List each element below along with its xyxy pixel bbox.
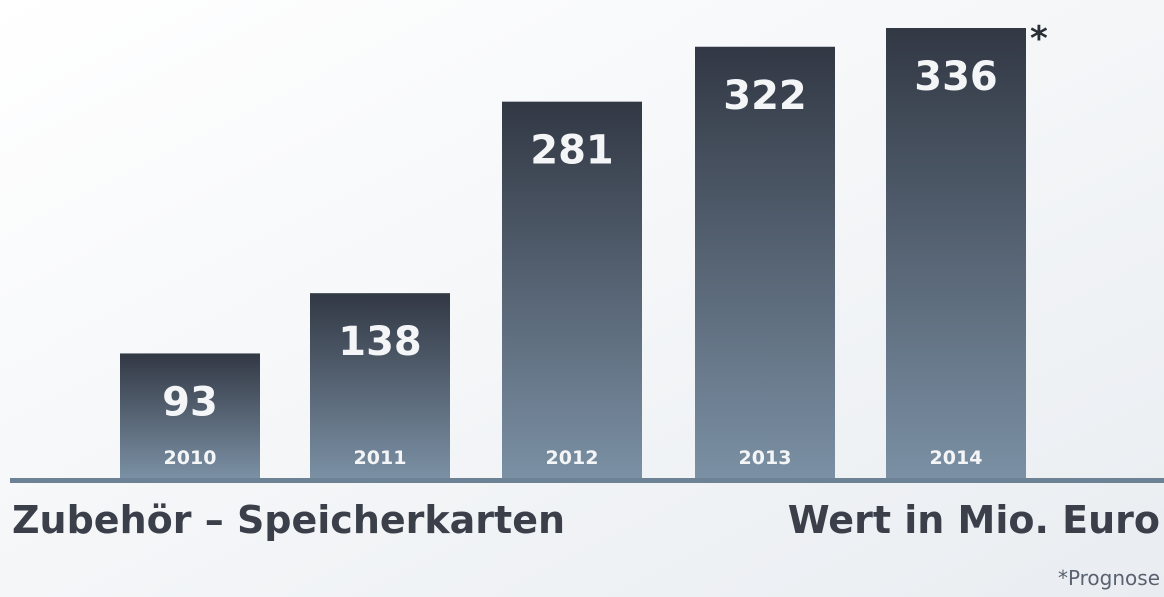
- x-tick-label: 2014: [930, 447, 983, 469]
- bar: [886, 28, 1026, 478]
- x-tick-label: 2011: [354, 447, 407, 469]
- x-tick-label: 2010: [164, 447, 217, 469]
- value-label: 281: [530, 128, 614, 174]
- chart-title: Zubehör – Speicherkarten: [12, 498, 565, 542]
- value-label: 336: [914, 54, 998, 100]
- bar: [695, 46, 835, 478]
- bar: [120, 353, 260, 478]
- value-label: 138: [338, 319, 422, 365]
- x-tick-label: 2013: [739, 447, 792, 469]
- footnote: *Prognose: [1058, 566, 1160, 590]
- value-label: 322: [723, 73, 807, 119]
- unit-label: Wert in Mio. Euro: [788, 498, 1160, 542]
- value-label: 93: [162, 379, 218, 425]
- bar: [310, 293, 450, 478]
- forecast-marker: *: [1030, 19, 1048, 59]
- x-tick-label: 2012: [546, 447, 599, 469]
- baseline: [10, 478, 1164, 483]
- bar: [502, 101, 642, 479]
